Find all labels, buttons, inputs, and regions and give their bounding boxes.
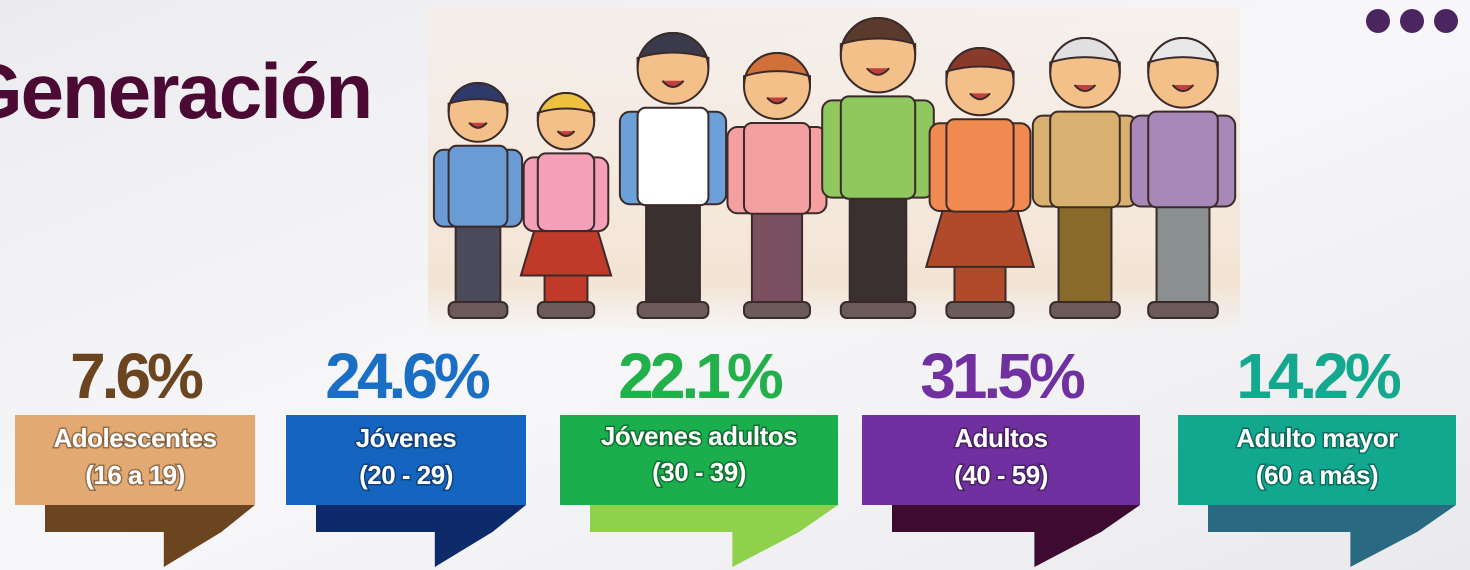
torso [839,95,917,200]
smile [766,96,788,105]
percent: 31.5% [920,340,1085,412]
leg [1057,204,1113,311]
shoes [536,301,596,319]
ribbon-top [1178,415,1456,505]
shoes [636,301,710,319]
hair [945,47,1015,82]
title: Generación [0,47,371,135]
age-range: (60 a más) [1256,460,1378,490]
shoes [945,301,1015,319]
smile [1073,84,1097,93]
torso [945,118,1015,213]
age-range: (20 - 29) [359,460,453,490]
smile [661,80,685,88]
age-range: (40 - 59) [954,460,1048,490]
group-label: Adolescentes [53,423,216,453]
cards: 7.6% Adolescentes (16 a 19) 24.6% Jóvenes (20… [15,340,1456,567]
smile [1171,84,1195,93]
ribbon-tail [1350,532,1418,567]
hair [636,32,710,69]
ribbon-fold [1208,505,1456,532]
ribbon-top [862,415,1140,505]
people-illustration [432,17,1237,319]
leg [454,223,502,311]
age-range: (16 a 19) [85,460,185,490]
ribbon-fold [45,505,255,532]
smile [556,130,576,137]
hair [447,82,509,113]
percent: 24.6% [325,340,490,412]
shoes [447,301,509,319]
card: 31.5% Adultos (40 - 59) [862,340,1140,567]
percent: 7.6% [70,340,203,412]
ribbon-fold [316,505,526,532]
shoes [1049,301,1121,319]
leg [645,202,701,311]
ribbon-fold [892,505,1140,532]
hair [1049,37,1121,73]
leg [848,195,908,311]
torso [743,122,811,215]
card: 22.1% Jóvenes adultos (30 - 39) [560,340,838,567]
group-label: Jóvenes [356,423,457,453]
ribbon-tail [434,532,493,567]
torso [447,144,509,228]
hair [1147,37,1219,73]
leg [750,210,804,311]
group-label: Jóvenes adultos [601,421,797,451]
ribbon-top [286,415,526,505]
shoes [743,301,811,319]
group-label: Adultos [954,423,1047,453]
percent: 22.1% [618,340,783,412]
torso [536,152,596,232]
card: 7.6% Adolescentes (16 a 19) [15,340,255,567]
leg [1155,204,1211,311]
shoes [839,301,917,319]
torso [1147,110,1219,209]
ribbon-top [560,415,838,505]
ribbon-tail [1034,532,1102,567]
group-label: Adulto mayor [1236,423,1398,453]
torso [1049,110,1121,209]
hair [536,92,596,122]
smile [866,67,890,76]
ribbon-tail [163,532,222,567]
ribbon-tail [732,532,800,567]
ribbon-top [15,415,255,505]
shoes [1147,301,1219,319]
torso [636,106,710,207]
hair [743,52,811,87]
hair [839,17,917,56]
smile [468,122,488,129]
card: 24.6% Jóvenes (20 - 29) [286,340,526,567]
smile [969,92,991,101]
ribbon-fold [590,505,838,532]
card: 14.2% Adulto mayor (60 a más) [1178,340,1456,567]
age-range: (30 - 39) [652,457,746,487]
percent: 14.2% [1236,340,1401,412]
menu-dots[interactable] [1366,9,1458,33]
